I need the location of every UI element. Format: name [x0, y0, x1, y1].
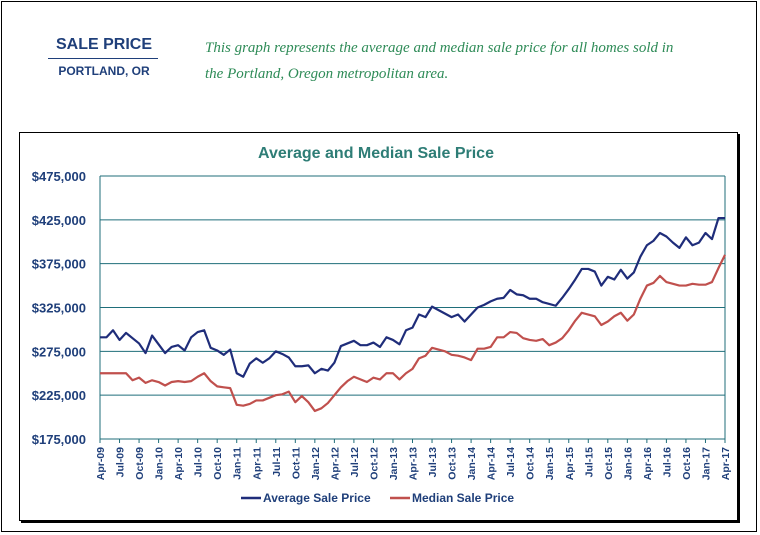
- x-tick-label: Oct-11: [290, 447, 302, 479]
- x-tick-label: Apr-10: [173, 447, 185, 480]
- x-tick-label: Jul-16: [661, 447, 673, 478]
- y-tick-label: $375,000: [32, 257, 86, 272]
- x-tick-label: Jan-10: [154, 447, 166, 480]
- x-tick-label: Jul-15: [583, 447, 595, 478]
- y-tick-label: $475,000: [32, 169, 86, 184]
- x-tick-label: Apr-17: [720, 447, 732, 480]
- legend-label: Average Sale Price: [263, 491, 371, 505]
- x-tick-label: Jan-11: [232, 447, 244, 480]
- x-tick-label: Jul-14: [505, 447, 517, 478]
- x-tick-label: Jan-17: [700, 447, 712, 480]
- x-tick-label: Apr-09: [95, 447, 107, 480]
- median-sale-price-line: [100, 254, 726, 413]
- x-tick-label: Oct-14: [525, 447, 537, 480]
- series-lines: [100, 216, 726, 413]
- x-tick-label: Jan-15: [544, 447, 556, 480]
- x-tick-label: Jul-11: [271, 447, 283, 477]
- x-tick-label: Jan-14: [466, 447, 478, 480]
- description-line-2: the Portland, Oregon metropolitan area.: [205, 66, 449, 82]
- chart-title: Average and Median Sale Price: [258, 145, 494, 162]
- x-tick-label: Jul-13: [427, 447, 439, 478]
- x-tick-label: Oct-15: [603, 447, 615, 480]
- x-tick-label: Jan-13: [388, 447, 400, 480]
- y-tick-label: $275,000: [32, 344, 86, 359]
- x-tick-label: Oct-16: [681, 447, 693, 480]
- y-tick-label: $175,000: [32, 432, 86, 447]
- y-tick-label: $325,000: [32, 301, 86, 316]
- x-tick-label: Apr-11: [251, 447, 263, 480]
- x-tick-label: Oct-09: [134, 447, 146, 480]
- y-tick-label: $425,000: [32, 213, 86, 228]
- x-axis-ticks: Apr-09 Jul-09 Oct-09 Jan-10 Apr-10 Jul-10 Oct-…: [95, 439, 732, 480]
- y-axis-ticks: $175,000 $225,000 $275,000 $325,000 $375,000…: [32, 169, 86, 447]
- x-tick-label: Apr-16: [642, 447, 654, 480]
- page-description: This graph represents the average and me…: [205, 35, 725, 87]
- x-tick-label: Jul-10: [193, 447, 205, 478]
- y-tick-label: $225,000: [32, 388, 86, 403]
- x-tick-label: Oct-13: [447, 447, 459, 480]
- x-tick-label: Jul-09: [115, 447, 127, 478]
- page-title: SALE PRICE: [55, 36, 152, 53]
- x-tick-label: Apr-12: [329, 447, 341, 480]
- x-tick-label: Jan-16: [622, 447, 634, 480]
- page-subtitle: PORTLAND, OR: [58, 64, 150, 78]
- chart-container: [19, 132, 738, 521]
- chart-legend: Average Sale Price Median Sale Price: [241, 491, 514, 505]
- average-sale-price-line: [100, 216, 725, 378]
- x-tick-label: Jul-12: [349, 447, 361, 478]
- x-tick-label: Apr-14: [486, 447, 498, 480]
- x-tick-label: Apr-15: [564, 447, 576, 480]
- x-tick-label: Apr-13: [408, 447, 420, 480]
- x-tick-label: Oct-12: [368, 447, 380, 480]
- title-underline: [48, 58, 158, 59]
- description-line-1: This graph represents the average and me…: [205, 40, 674, 56]
- x-tick-label: Oct-10: [212, 447, 224, 480]
- x-tick-label: Jan-12: [310, 447, 322, 480]
- grid-lines: [99, 175, 726, 440]
- legend-label: Median Sale Price: [412, 491, 514, 505]
